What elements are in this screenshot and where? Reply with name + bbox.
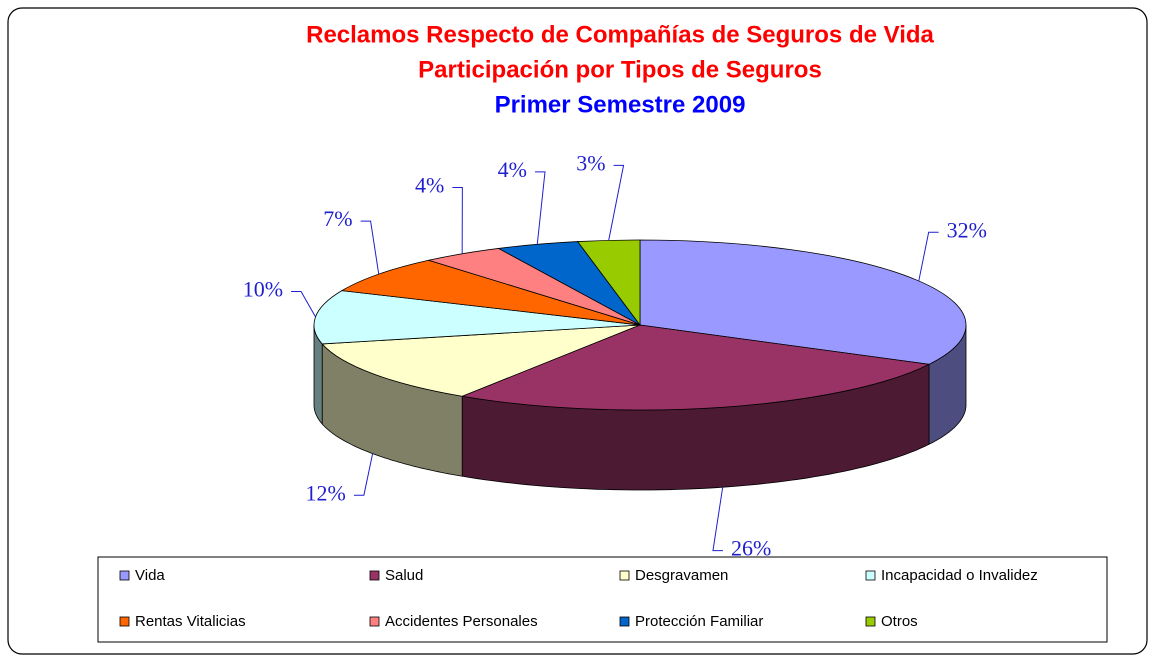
- leader-line: [535, 171, 546, 245]
- legend-label: Vida: [135, 567, 165, 584]
- data-label: 3%: [576, 150, 605, 175]
- legend-swatch: [119, 616, 130, 627]
- legend-swatch: [865, 570, 876, 581]
- legend-label: Incapacidad o Invalidez: [881, 567, 1038, 584]
- legend-box: [97, 556, 1108, 643]
- slice: [321, 324, 641, 397]
- slice: [460, 324, 931, 411]
- legend-label: Otros: [881, 613, 918, 630]
- chart-title: Reclamos Respecto de Compañías de Seguro…: [306, 21, 934, 48]
- legend-swatch: [619, 570, 630, 581]
- legend-swatch: [865, 616, 876, 627]
- data-label: 12%: [306, 480, 346, 505]
- chart-title: Participación por Tipos de Seguros: [418, 56, 822, 83]
- leader-line: [918, 231, 939, 282]
- data-label: 32%: [947, 217, 987, 242]
- slice: [576, 239, 641, 327]
- legend-label: Protección Familiar: [635, 613, 763, 630]
- slice: [639, 239, 967, 365]
- leader-line: [360, 220, 380, 275]
- data-label: 10%: [243, 277, 283, 302]
- leader-line: [452, 186, 463, 254]
- leader-line: [291, 291, 316, 318]
- leader-line: [712, 487, 724, 552]
- legend-swatch: [619, 616, 630, 627]
- legend-swatch: [369, 616, 380, 627]
- chart-subtitle: Primer Semestre 2009: [495, 91, 746, 118]
- data-label: 26%: [731, 536, 771, 561]
- leader-line: [608, 164, 625, 241]
- data-label: 4%: [415, 173, 444, 198]
- data-label: 4%: [498, 157, 527, 182]
- legend-label: Accidentes Personales: [385, 613, 538, 630]
- data-label: 7%: [323, 206, 352, 231]
- legend-swatch: [119, 570, 130, 581]
- legend-label: Desgravamen: [635, 567, 728, 584]
- legend-swatch: [369, 570, 380, 581]
- leader-line: [353, 453, 374, 496]
- legend-label: Rentas Vitalicias: [135, 613, 246, 630]
- legend-label: Salud: [385, 567, 423, 584]
